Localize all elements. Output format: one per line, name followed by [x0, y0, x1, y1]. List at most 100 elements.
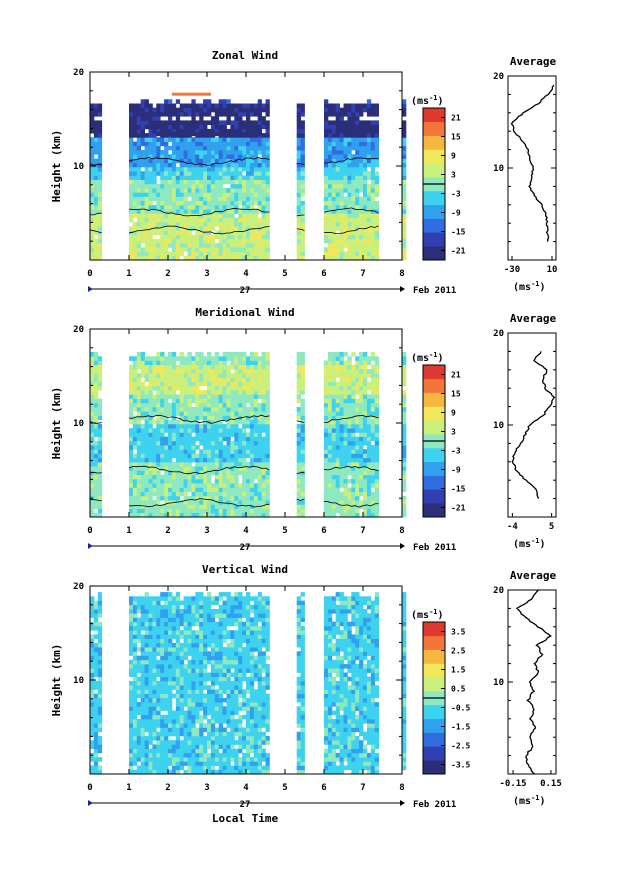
heatmap-cell [145, 201, 149, 206]
heatmap-cell [230, 154, 234, 159]
heatmap-cell [90, 445, 94, 450]
heatmap-cell [230, 471, 234, 476]
heatmap-cell [215, 369, 219, 374]
heatmap-cell [207, 104, 211, 109]
heatmap-cell [324, 441, 328, 446]
heatmap-cell [301, 218, 305, 223]
heatmap-cell [94, 504, 98, 509]
heatmap-cell [211, 108, 215, 113]
average-y-tick-label: 10 [493, 421, 504, 431]
heatmap-cell [402, 509, 406, 514]
heatmap-cell [184, 235, 188, 240]
heatmap-cell [332, 399, 336, 404]
heatmap-cell [195, 432, 199, 437]
heatmap-cell [156, 643, 160, 648]
heatmap-cell [184, 454, 188, 459]
heatmap-cell [129, 744, 133, 749]
x-tick-label: 7 [360, 526, 365, 536]
heatmap-cell [90, 120, 94, 125]
heatmap-cell [133, 634, 137, 639]
heatmap-cell [168, 390, 172, 395]
heatmap-cell [145, 171, 149, 176]
heatmap-cell [266, 449, 270, 454]
heatmap-cell [359, 361, 363, 366]
heatmap-cell [262, 496, 266, 501]
heatmap-cell [230, 218, 234, 223]
date-label: 27 [240, 286, 251, 296]
heatmap-cell [266, 235, 270, 240]
heatmap-cell [149, 462, 153, 467]
heatmap-cell [176, 740, 180, 745]
heatmap-cell [402, 252, 406, 257]
heatmap-cell [191, 466, 195, 471]
heatmap-cell [184, 361, 188, 366]
heatmap-cell [211, 184, 215, 189]
heatmap-cell [375, 504, 379, 509]
heatmap-cell [359, 403, 363, 408]
heatmap-cell [191, 235, 195, 240]
heatmap-cell [176, 728, 180, 733]
x-tick-label: 5 [282, 269, 287, 279]
heatmap-cell [149, 137, 153, 142]
heatmap-cell [351, 125, 355, 130]
heatmap-cell [172, 390, 176, 395]
heatmap-cell [180, 239, 184, 244]
heatmap-cell [215, 394, 219, 399]
x-tick-label: 1 [126, 526, 131, 536]
x-tick-label: 6 [321, 269, 326, 279]
heatmap-cell [94, 643, 98, 648]
heatmap-cell [164, 104, 168, 109]
heatmap-cell [266, 201, 270, 206]
heatmap-cell [375, 377, 379, 382]
heatmap-cell [340, 133, 344, 138]
heatmap-cell [199, 197, 203, 202]
heatmap-cell [363, 247, 367, 252]
heatmap-cell [164, 483, 168, 488]
heatmap-cell [250, 356, 254, 361]
heatmap-cell [207, 154, 211, 159]
heatmap-cell [207, 373, 211, 378]
heatmap-cell [133, 167, 137, 172]
heatmap-cell [367, 154, 371, 159]
heatmap-cell [168, 361, 172, 366]
heatmap-cell [180, 369, 184, 374]
heatmap-cell [90, 702, 94, 707]
heatmap-cell [168, 192, 172, 197]
heatmap-cell [188, 361, 192, 366]
heatmap-cell [94, 694, 98, 699]
heatmap-cell [195, 487, 199, 492]
heatmap-cell [172, 403, 176, 408]
heatmap-cell [363, 352, 367, 357]
heatmap-cell [195, 458, 199, 463]
heatmap-cell [250, 458, 254, 463]
heatmap-cell [145, 487, 149, 492]
heatmap-cell [266, 230, 270, 235]
heatmap-cell [160, 192, 164, 197]
heatmap-cell [164, 205, 168, 210]
heatmap-cell [402, 458, 406, 463]
heatmap-cell [184, 222, 188, 227]
heatmap-cell [98, 454, 102, 459]
heatmap-cell [371, 449, 375, 454]
heatmap-cell [402, 361, 406, 366]
heatmap-cell [180, 504, 184, 509]
heatmap-cell [203, 382, 207, 387]
heatmap-cell [129, 622, 133, 627]
heatmap-cell [266, 496, 270, 501]
heatmap-cell [242, 458, 246, 463]
heatmap-cell [211, 201, 215, 206]
heatmap-cell [152, 394, 156, 399]
heatmap-cell [347, 492, 351, 497]
heatmap-cell [254, 247, 258, 252]
heatmap-cell [246, 247, 250, 252]
heatmap-cell [98, 112, 102, 117]
heatmap-cell [402, 184, 406, 189]
heatmap-cell [180, 226, 184, 231]
heatmap-cell [402, 399, 406, 404]
heatmap-cell [203, 205, 207, 210]
heatmap-cell [242, 247, 246, 252]
heatmap-cell [137, 432, 141, 437]
heatmap-cell [195, 209, 199, 214]
heatmap-cell [133, 205, 137, 210]
heatmap-cell [172, 441, 176, 446]
